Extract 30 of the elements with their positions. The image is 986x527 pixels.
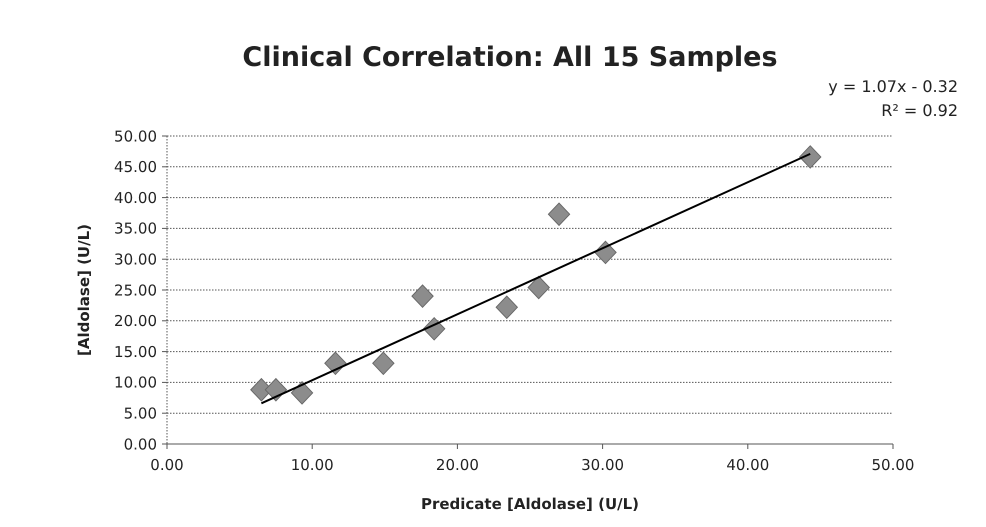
y-tick-label: 15.00 <box>114 342 157 361</box>
point <box>290 381 314 404</box>
y-tick-label: 50.00 <box>114 127 157 146</box>
point <box>411 284 434 308</box>
y-tick-label: 35.00 <box>114 220 157 238</box>
point <box>548 202 570 226</box>
x-tick-label: 0.00 <box>150 456 184 474</box>
y-tick-label: 25.00 <box>114 281 157 300</box>
text: R² = 0.92 <box>881 101 958 120</box>
x-tick-label: 50.00 <box>872 456 914 474</box>
x-tick-label: 10.00 <box>290 456 334 474</box>
x-tick-label: 40.00 <box>726 456 770 474</box>
chart-title: Clinical Correlation: All 15 Samples <box>242 42 778 73</box>
y-tick-label: 20.00 <box>114 312 157 330</box>
point <box>528 276 550 300</box>
x-tick-label: 20.00 <box>436 456 479 474</box>
y-tick-label: 30.00 <box>114 250 157 268</box>
y-tick-label: 45.00 <box>114 158 157 176</box>
text: y = 1.07x - 0.32 <box>828 77 958 96</box>
y-tick-label: 5.00 <box>124 404 157 422</box>
point <box>264 378 287 402</box>
point <box>372 352 394 375</box>
y-axis-title: [Aldolase] (U/L) <box>75 224 93 356</box>
y-tick-label: 40.00 <box>114 188 157 207</box>
x-axis-title: Predicate [Aldolase] (U/L) <box>420 495 640 513</box>
y-tick-label: 0.00 <box>124 435 157 454</box>
x-tick-label: 30.00 <box>581 456 624 474</box>
point <box>799 145 822 169</box>
point <box>496 296 518 319</box>
y-tick-label: 10.00 <box>114 374 157 392</box>
